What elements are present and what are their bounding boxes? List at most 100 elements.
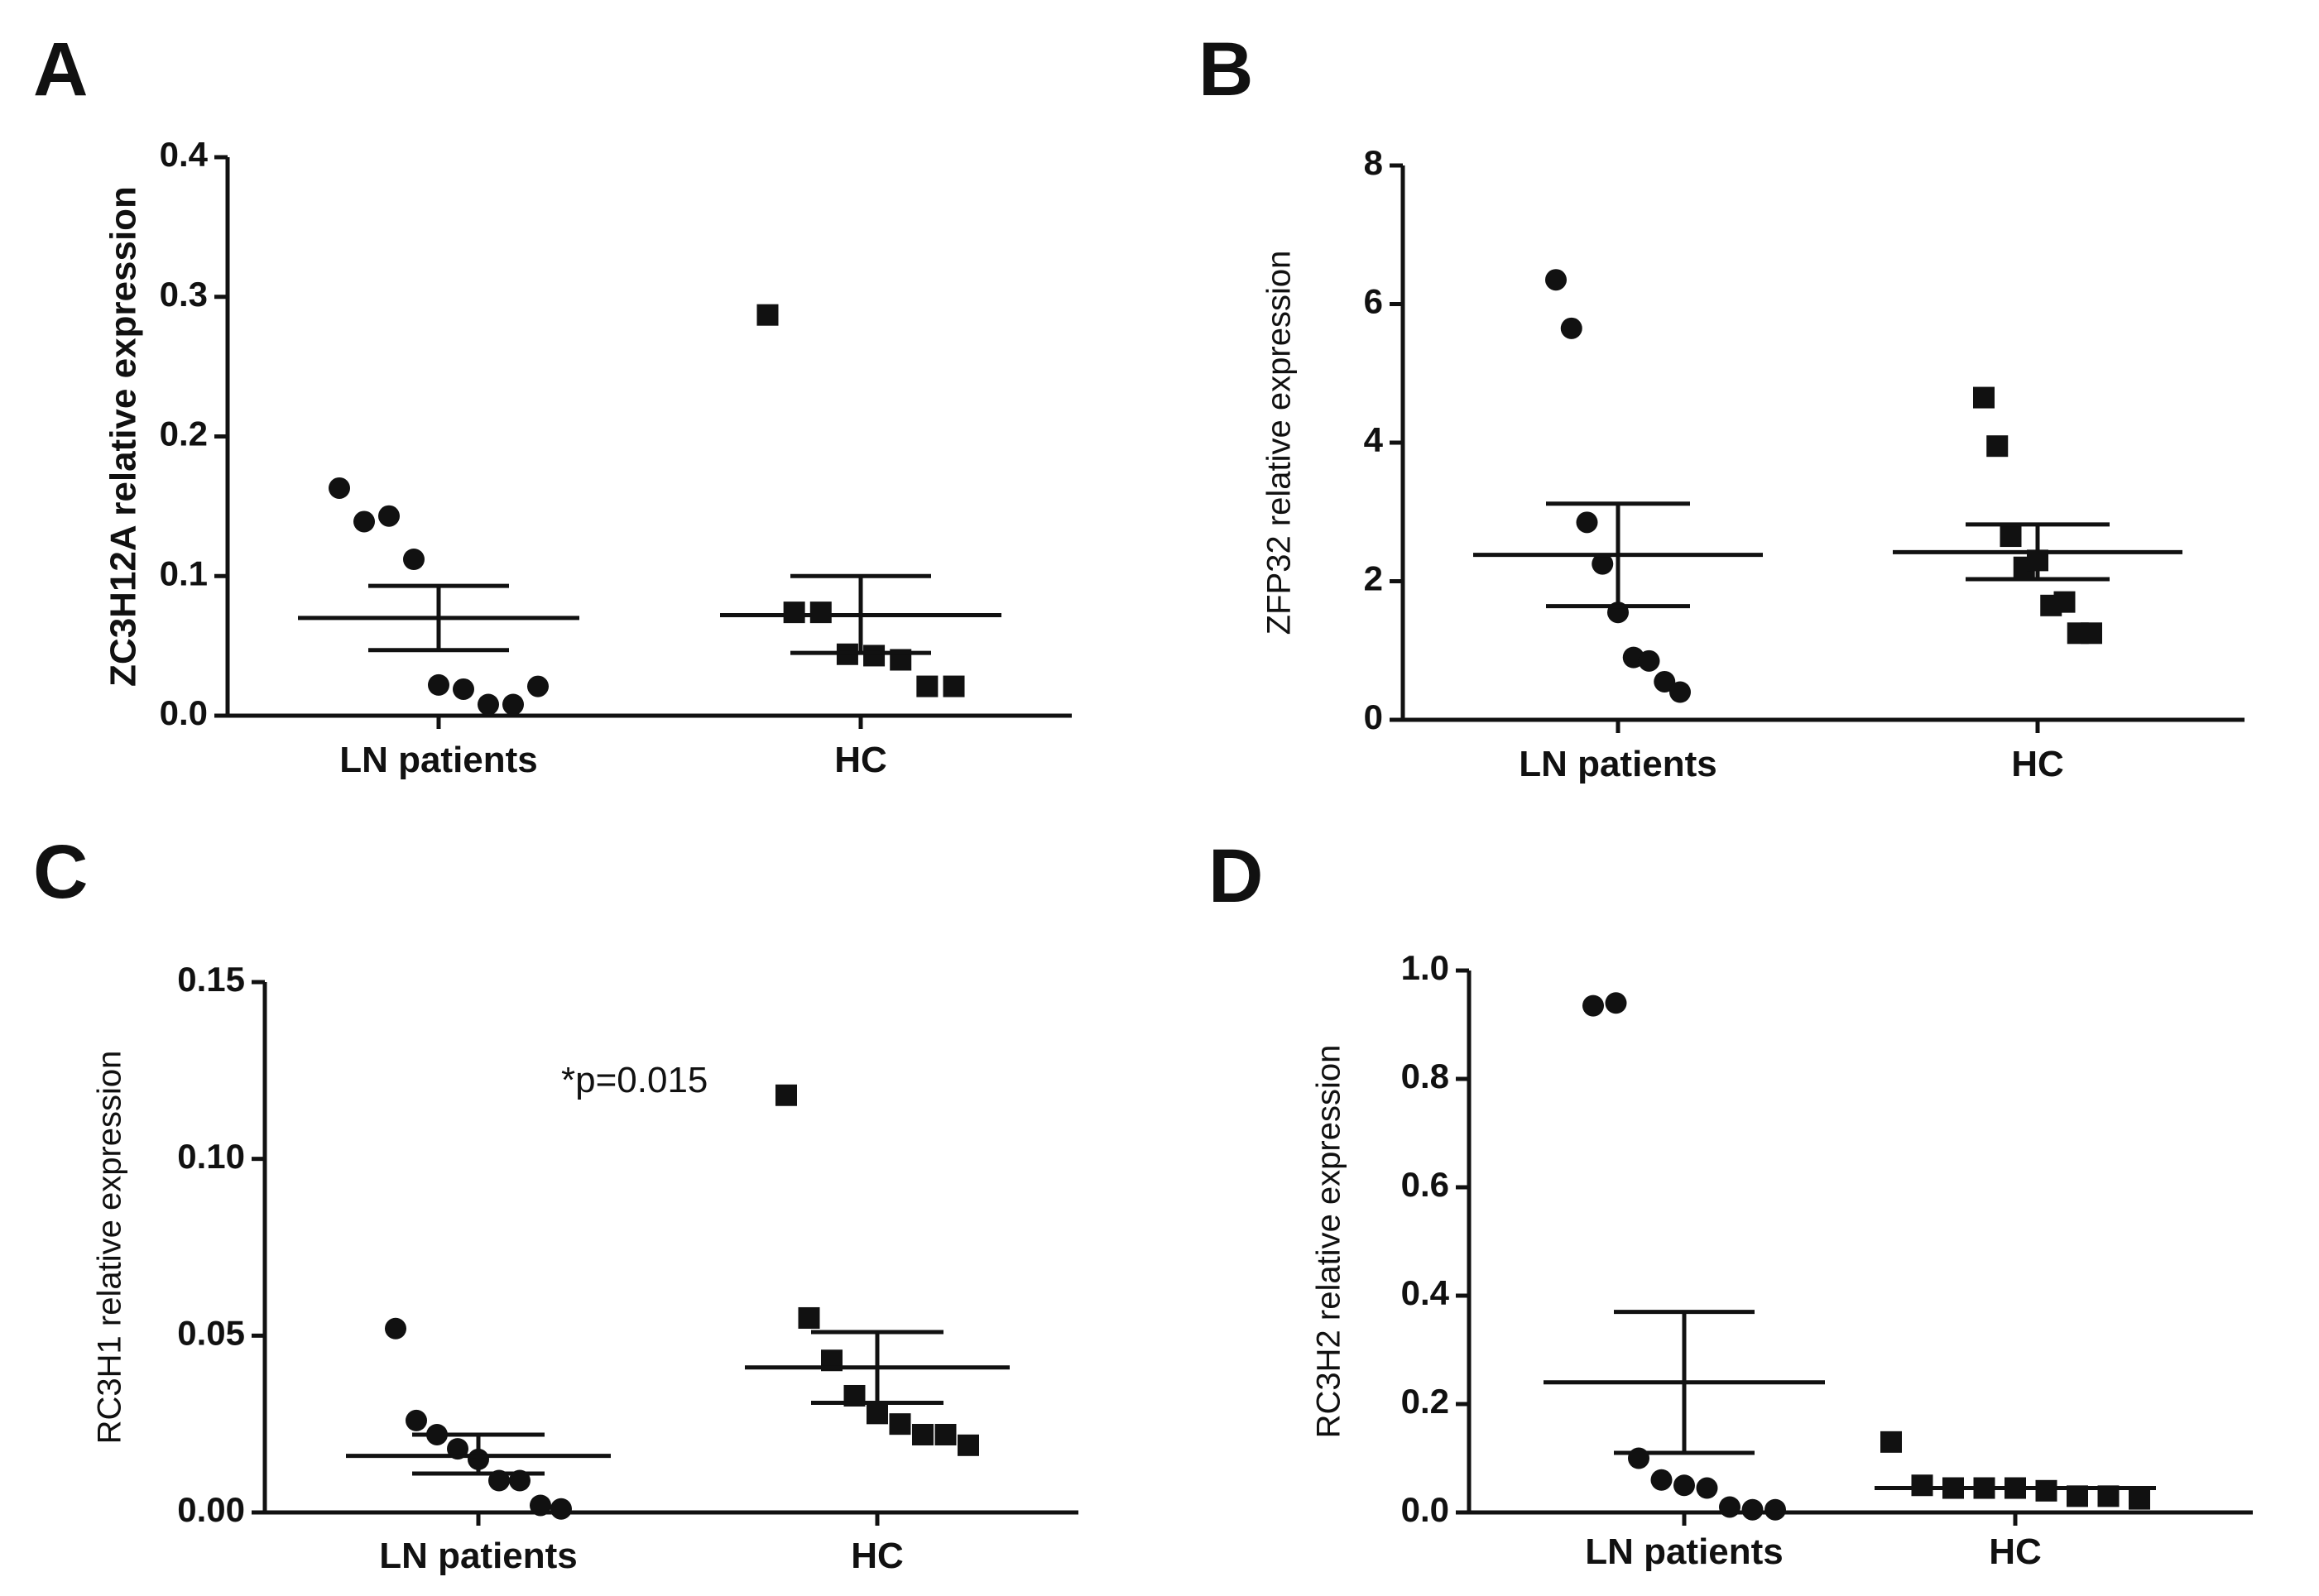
y-tick-label: 0.4 [160, 135, 209, 174]
data-point [1592, 553, 1614, 575]
data-point [1741, 1498, 1764, 1521]
y-tick-label: 0.4 [1401, 1273, 1450, 1312]
data-point [1764, 1498, 1786, 1521]
y-tick-label: 0.8 [1401, 1057, 1449, 1095]
y-tick-label: 0.1 [160, 554, 208, 592]
data-point [385, 1317, 406, 1340]
data-point [1673, 1474, 1695, 1497]
data-point [783, 601, 805, 624]
data-point [2053, 591, 2076, 613]
data-point [756, 304, 779, 326]
series-ln-patients [298, 477, 579, 716]
data-point [353, 510, 375, 533]
data-point [1628, 1447, 1649, 1469]
y-tick-label: 0.15 [177, 960, 245, 999]
series-ln-patients [1473, 269, 1763, 703]
x-tick-label: LN patients [1585, 1531, 1784, 1572]
data-point [1576, 511, 1598, 534]
data-point [1560, 317, 1582, 339]
y-axis-label: RC3H1 relative expression [92, 1051, 128, 1445]
series-ln-patients [1544, 992, 1825, 1521]
data-point [1973, 386, 1995, 409]
y-tick-label: 0.0 [1401, 1490, 1449, 1529]
data-point [329, 477, 350, 499]
data-point [809, 601, 832, 624]
data-point [406, 1409, 427, 1431]
panel-letter: C [33, 830, 88, 914]
y-tick-label: 0.3 [160, 275, 208, 314]
data-point [550, 1498, 572, 1520]
y-tick-label: 0.00 [177, 1490, 245, 1529]
panel-d: D RC3H2 relative expression 0.0 0.2 0.4 0.6 0.… [1208, 834, 2253, 1572]
data-point [943, 675, 965, 697]
data-point [428, 673, 449, 696]
y-axis-label: RC3H2 relative expression [1311, 1045, 1347, 1439]
data-point [916, 675, 939, 697]
y-tick-label: 0.0 [160, 693, 208, 732]
x-tick-label: HC [834, 740, 887, 780]
data-point [502, 693, 524, 716]
y-axis-label: ZC3H12A relative expression [103, 186, 144, 687]
y-tick-label: 0 [1364, 697, 1383, 736]
data-point [2035, 1479, 2057, 1502]
panel-letter: B [1198, 27, 1253, 112]
y-tick-label: 0.10 [177, 1137, 245, 1176]
data-point [889, 1413, 911, 1435]
data-point [1654, 670, 1676, 693]
x-tick-label: LN patients [339, 740, 538, 780]
data-point [378, 505, 400, 527]
y-tick-label: 0.6 [1401, 1165, 1449, 1204]
series-hc [745, 1084, 1010, 1456]
data-point [1650, 1469, 1673, 1491]
y-tick-label: 6 [1364, 282, 1383, 321]
y-tick-label: 0.2 [1401, 1382, 1449, 1421]
panel-b: B ZFP32 relative expression 0 2 4 6 8 LN patien… [1198, 27, 2245, 784]
data-point [863, 645, 886, 667]
data-point [1986, 435, 2009, 458]
y-axis-label: ZFP32 relative expression [1261, 251, 1298, 635]
y-tick-label: 1.0 [1401, 948, 1449, 987]
x-tick-label: LN patients [1519, 744, 1717, 784]
data-point [958, 1434, 979, 1456]
data-point [2081, 622, 2102, 645]
x-tick-label: LN patients [379, 1536, 578, 1576]
series-ln-patients [346, 1317, 611, 1520]
y-tick-label: 0.05 [177, 1313, 245, 1352]
series-hc [720, 304, 1001, 697]
data-point [1880, 1431, 1902, 1453]
data-point [478, 693, 499, 716]
data-point [1696, 1477, 1718, 1499]
p-value-annotation: *p=0.015 [561, 1060, 708, 1100]
data-point [403, 549, 425, 570]
x-tick-label: HC [851, 1536, 904, 1576]
panel-letter: D [1208, 834, 1263, 918]
data-point [798, 1306, 820, 1329]
data-point [1669, 681, 1691, 703]
data-point [527, 675, 549, 697]
data-point [912, 1423, 934, 1445]
data-point [1605, 992, 1627, 1014]
series-hc [1875, 1431, 2156, 1510]
panel-letter: A [33, 27, 88, 112]
y-tick-label: 0.2 [160, 415, 208, 453]
panel-c: C RC3H1 relative expression 0.00 0.05 0.10 0.… [33, 830, 1078, 1576]
data-point [775, 1084, 797, 1106]
y-tick-label: 8 [1364, 143, 1383, 182]
data-point [1719, 1496, 1740, 1518]
data-point [453, 678, 474, 700]
data-point [2129, 1488, 2150, 1510]
data-point [867, 1402, 888, 1425]
data-point [934, 1423, 957, 1445]
y-tick-label: 4 [1364, 420, 1384, 459]
data-point [1582, 995, 1604, 1017]
series-hc [1893, 386, 2182, 645]
x-tick-label: HC [1989, 1531, 2042, 1572]
y-tick-label: 2 [1364, 559, 1383, 598]
data-point [530, 1494, 551, 1517]
data-point [1545, 269, 1567, 291]
panel-a: A ZC3H12A relative expression 0.0 0.1 0.2 0.3… [33, 27, 1072, 780]
x-tick-label: HC [2011, 744, 2064, 784]
data-point [1911, 1474, 1933, 1497]
data-point [2000, 525, 2022, 548]
